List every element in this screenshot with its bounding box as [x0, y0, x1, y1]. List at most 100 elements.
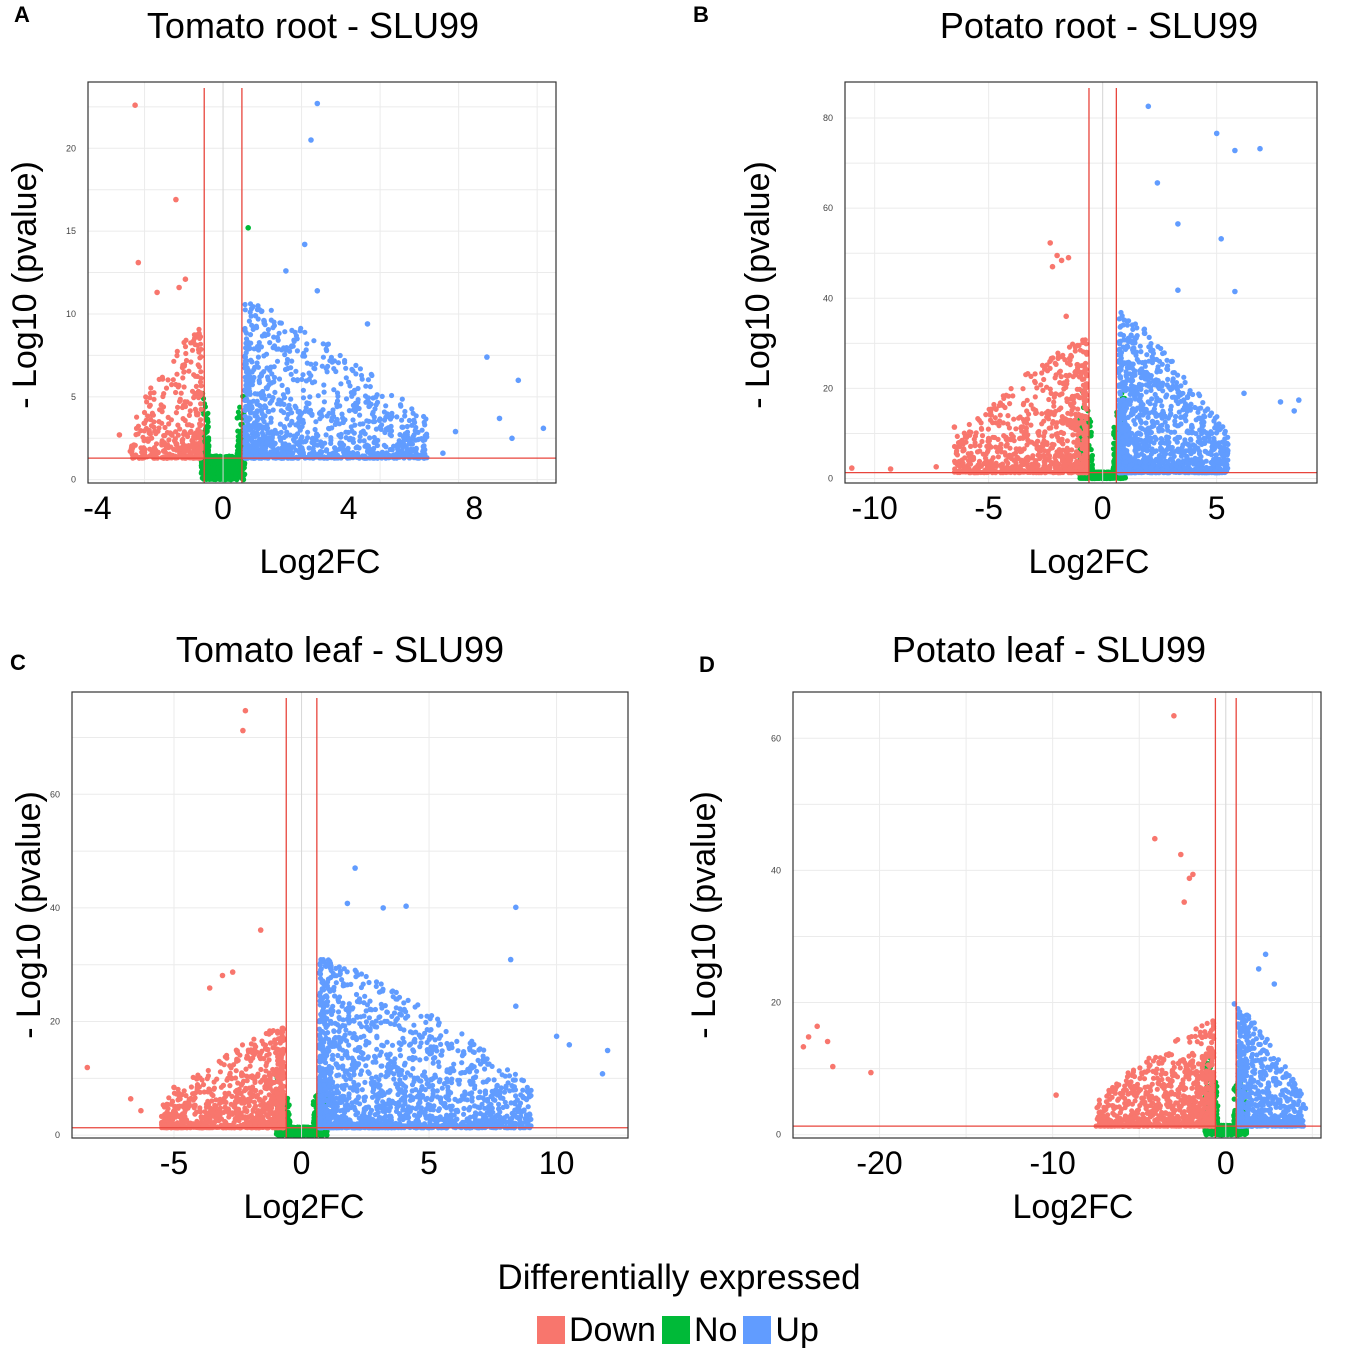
- volcano-plot-a: A Tomato root - SLU99-4 0 4 805101520Log2FC-…: [6, 2, 557, 581]
- point-up: [299, 376, 305, 382]
- point-no: [218, 463, 224, 470]
- point-up: [265, 430, 271, 436]
- point-up: [266, 382, 272, 388]
- point-down: [966, 421, 972, 428]
- point-up: [312, 379, 318, 385]
- point-down: [1066, 372, 1073, 378]
- y-tick-label: 15: [66, 226, 76, 236]
- point-up: [270, 407, 276, 413]
- point-up: [276, 330, 282, 336]
- point-up: [285, 389, 291, 395]
- point-up: [1173, 380, 1180, 386]
- point-up: [357, 433, 363, 440]
- point-up: [376, 417, 383, 423]
- point-down: [148, 385, 154, 391]
- point-down: [1057, 392, 1063, 398]
- point-down: [995, 454, 1001, 460]
- point-down: [1028, 402, 1034, 408]
- point-up: [252, 434, 258, 440]
- point-down: [1028, 422, 1034, 428]
- point-up: [410, 434, 416, 440]
- point-up: [321, 382, 327, 388]
- point-down: [1083, 414, 1090, 420]
- panel-letter: B: [693, 2, 709, 27]
- point-up: [452, 428, 459, 435]
- point-down: [1081, 432, 1087, 439]
- point-up: [255, 426, 261, 432]
- point-up: [270, 325, 276, 331]
- point-down: [1036, 432, 1042, 438]
- point-up: [242, 397, 248, 404]
- point-down: [1073, 413, 1080, 419]
- point-down: [182, 276, 189, 283]
- point-down: [1032, 394, 1038, 400]
- point-down: [1075, 362, 1081, 368]
- point-up: [1143, 389, 1149, 395]
- point-up: [337, 441, 343, 447]
- point-down: [979, 438, 985, 445]
- point-down: [169, 432, 175, 438]
- point-up: [243, 330, 249, 336]
- point-up: [267, 365, 273, 371]
- point-down: [170, 377, 176, 383]
- point-up: [402, 413, 408, 419]
- point-up: [304, 400, 310, 406]
- point-up: [277, 434, 283, 440]
- point-down: [1045, 448, 1051, 454]
- point-down: [147, 431, 153, 437]
- point-up: [350, 417, 356, 423]
- point-up: [293, 405, 299, 411]
- point-down: [183, 357, 190, 364]
- point-up: [304, 341, 310, 347]
- point-up: [269, 371, 275, 377]
- point-down: [1083, 360, 1089, 366]
- point-up: [357, 412, 363, 418]
- point-no: [235, 409, 241, 415]
- point-down: [184, 447, 190, 453]
- point-up: [247, 309, 253, 315]
- point-down: [1051, 399, 1057, 405]
- point-down: [1064, 438, 1070, 444]
- point-up: [357, 366, 363, 372]
- data-points: [849, 103, 1302, 482]
- point-down: [144, 399, 150, 405]
- point-down: [197, 355, 203, 361]
- point-down: [979, 426, 985, 432]
- point-down: [982, 459, 988, 465]
- point-up: [250, 448, 257, 455]
- point-up: [413, 413, 419, 419]
- point-down: [143, 425, 149, 432]
- point-up: [404, 447, 410, 453]
- point-down: [173, 410, 179, 416]
- point-no: [204, 443, 210, 449]
- point-down: [1048, 355, 1054, 361]
- point-up: [321, 399, 327, 405]
- point-down: [1020, 386, 1026, 392]
- point-up: [308, 361, 314, 367]
- point-up: [249, 382, 255, 388]
- point-up: [286, 402, 292, 408]
- point-up: [343, 396, 350, 402]
- point-up: [326, 425, 332, 432]
- point-up: [288, 446, 294, 452]
- point-up: [291, 337, 297, 343]
- point-up: [301, 241, 308, 248]
- point-down: [991, 462, 997, 468]
- point-down: [138, 428, 144, 434]
- point-no: [205, 419, 211, 425]
- point-no: [1119, 475, 1125, 481]
- point-up: [365, 449, 371, 455]
- point-up: [258, 390, 264, 396]
- point-down: [159, 442, 165, 448]
- point-down: [1061, 386, 1067, 392]
- point-down: [171, 358, 177, 364]
- point-no: [230, 461, 236, 467]
- point-up: [370, 395, 376, 401]
- point-down: [1083, 438, 1089, 444]
- point-down: [1025, 416, 1031, 422]
- point-down: [132, 102, 138, 108]
- point-no: [216, 457, 222, 463]
- point-up: [279, 382, 285, 388]
- point-down: [1048, 425, 1054, 431]
- point-up: [343, 435, 349, 441]
